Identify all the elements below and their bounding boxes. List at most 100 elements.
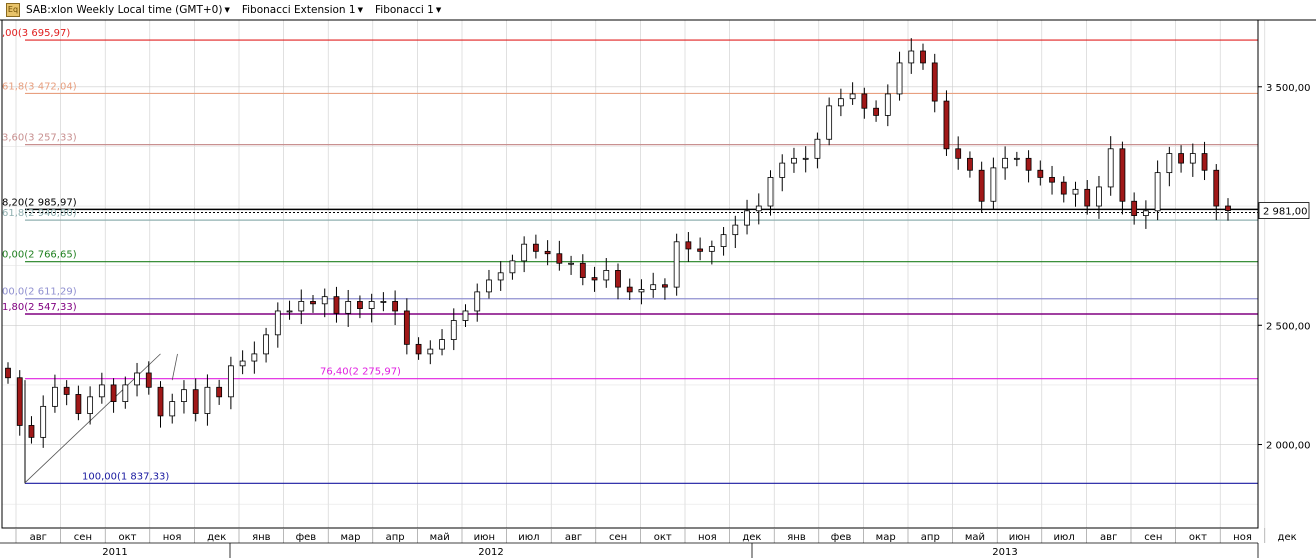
candle[interactable] [662,278,668,300]
candle[interactable] [1119,141,1126,215]
candle[interactable] [415,337,422,360]
candle[interactable] [849,82,856,105]
chart-app-icon[interactable]: Eq [6,3,20,17]
candle[interactable] [638,279,645,305]
candle[interactable] [1013,151,1020,167]
candle[interactable] [5,362,11,384]
candle[interactable] [873,100,879,122]
candle[interactable] [28,416,35,444]
candle[interactable] [310,294,316,313]
candle[interactable] [1131,192,1138,225]
candle[interactable] [1201,141,1208,181]
candle[interactable] [532,234,539,259]
candle[interactable] [779,154,786,192]
candle[interactable] [357,295,363,319]
candle[interactable] [896,51,903,101]
candle[interactable] [439,329,445,356]
candle[interactable] [1025,150,1032,183]
candle[interactable] [474,283,481,322]
candle[interactable] [497,261,504,291]
candle[interactable] [40,395,47,448]
candle[interactable] [251,341,258,374]
candle[interactable] [1178,145,1184,173]
candle[interactable] [1002,146,1009,180]
candle[interactable] [286,300,293,320]
candle[interactable] [427,340,434,365]
candle[interactable] [403,298,410,355]
candle[interactable] [603,258,610,288]
candle[interactable] [814,132,821,169]
candle[interactable] [16,370,23,436]
candle[interactable] [1142,200,1149,229]
candle[interactable] [239,350,246,375]
candle[interactable] [216,379,223,405]
candle[interactable] [767,170,774,216]
candle[interactable] [110,378,117,413]
candle[interactable] [556,240,563,271]
candle[interactable] [579,254,586,286]
indicator-fib-extension-dropdown[interactable]: Fibonacci Extension 1 ▼ [242,4,363,16]
candle[interactable] [884,84,891,127]
candle[interactable] [274,302,281,348]
symbol-dropdown[interactable]: SAB:xlon Weekly Local time (GMT+0) ▼ [26,4,230,16]
candle[interactable] [462,304,469,327]
candle[interactable] [227,356,234,410]
candle[interactable] [1037,160,1044,186]
candle[interactable] [791,147,797,173]
candle[interactable] [615,263,621,300]
candle[interactable] [626,278,633,300]
candle[interactable] [990,157,997,209]
candle[interactable] [650,272,657,298]
candle[interactable] [861,87,868,119]
candle[interactable] [368,293,375,323]
candle[interactable] [967,151,973,178]
candle[interactable] [708,240,715,265]
candle[interactable] [134,362,140,397]
candle[interactable] [1225,198,1231,221]
candle[interactable] [486,269,492,299]
candle[interactable] [1049,165,1055,195]
candle[interactable] [1213,164,1220,221]
candle[interactable] [1060,176,1067,203]
candle[interactable] [720,227,727,256]
indicator-fibonacci-dropdown[interactable]: Fibonacci 1 ▼ [375,4,441,16]
candle[interactable] [1107,136,1114,196]
candle[interactable] [591,266,598,292]
candle[interactable] [744,199,750,235]
candle[interactable] [122,376,129,409]
candle[interactable] [978,161,985,213]
candle[interactable] [802,146,809,173]
candle[interactable] [955,136,962,170]
candle[interactable] [52,374,58,413]
candle[interactable] [908,38,915,74]
candle[interactable] [145,361,152,395]
candle[interactable] [1084,180,1091,215]
candle[interactable] [1189,143,1196,177]
candle[interactable] [87,386,94,425]
candle[interactable] [263,327,269,363]
candle[interactable] [920,43,926,70]
candle[interactable] [333,286,340,323]
candle[interactable] [837,88,844,117]
candle[interactable] [1154,160,1161,221]
candle[interactable] [345,289,352,327]
candle[interactable] [181,380,187,414]
candle[interactable] [157,381,164,428]
candle[interactable] [204,374,211,426]
candle[interactable] [755,193,762,225]
candle[interactable] [450,308,457,351]
candle[interactable] [697,237,704,261]
candle[interactable] [931,53,938,113]
candle[interactable] [732,215,739,249]
candle[interactable] [75,385,82,421]
candle[interactable] [192,378,199,422]
candle[interactable] [673,233,680,296]
candle[interactable] [380,292,387,312]
candle[interactable] [509,254,516,280]
candle[interactable] [685,232,692,262]
candle[interactable] [63,380,70,406]
candle[interactable] [1096,175,1102,219]
candle[interactable] [1072,181,1079,207]
